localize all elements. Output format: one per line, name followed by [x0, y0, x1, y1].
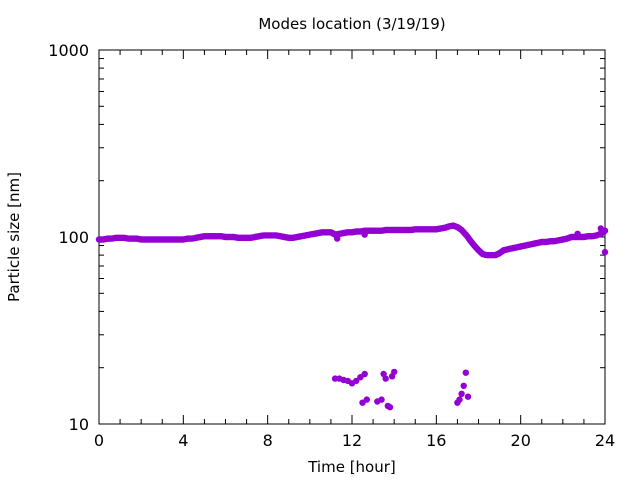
data-point	[464, 393, 472, 400]
data-point	[361, 370, 368, 378]
x-axis-label: Time [hour]	[307, 458, 396, 476]
y-axis-label: Particle size [nm]	[5, 172, 23, 302]
data-point	[458, 390, 465, 397]
y-tick-label: 100	[58, 228, 89, 247]
x-tick-label: 24	[595, 431, 615, 450]
y-tick-label: 1000	[48, 41, 89, 60]
axis-ticks	[98, 49, 606, 425]
data-points	[95, 222, 609, 411]
data-point	[456, 396, 463, 403]
data-point	[601, 248, 609, 256]
data-point	[462, 369, 469, 376]
data-point	[574, 230, 581, 237]
data-point	[382, 375, 389, 382]
data-point	[361, 231, 368, 238]
y-tick-label: 10	[69, 415, 89, 434]
x-tick-label: 16	[426, 431, 446, 450]
data-point	[363, 396, 370, 403]
data-point	[460, 382, 467, 389]
x-tick-label: 4	[178, 431, 188, 450]
x-tick-label: 12	[342, 431, 362, 450]
data-point	[597, 225, 604, 232]
data-point	[378, 396, 385, 403]
data-point	[391, 368, 398, 376]
chart-title: Modes location (3/19/19)	[258, 15, 445, 33]
data-point	[334, 235, 341, 242]
data-point	[386, 404, 394, 411]
x-tick-label: 0	[94, 431, 104, 450]
x-tick-label: 8	[263, 431, 273, 450]
x-tick-label: 20	[511, 431, 531, 450]
data-point	[353, 377, 360, 385]
